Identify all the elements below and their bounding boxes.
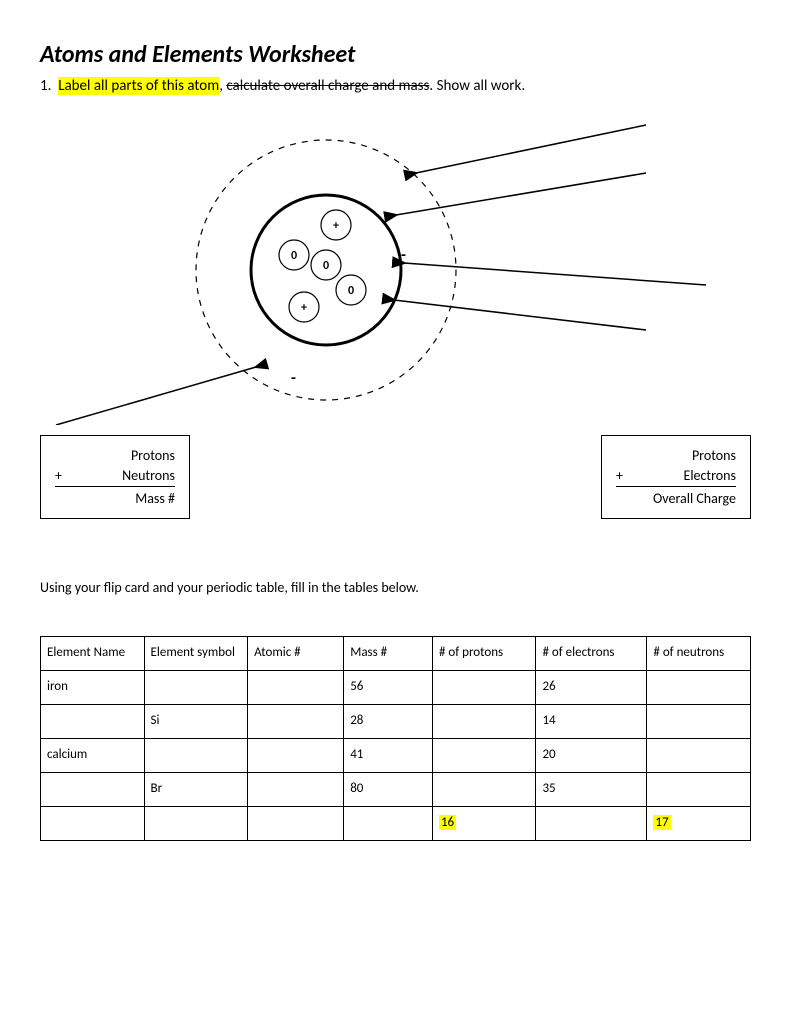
col-header: # of electrons [536,637,647,671]
svg-text:0: 0 [290,249,296,263]
charge-box-protons: Protons [616,444,736,467]
mass-box: Protons + Neutrons Mass # [40,435,190,519]
table-cell: 17 [647,807,751,841]
plus-sign: + [55,467,75,484]
table-cell [432,773,536,807]
atom-diagram: +0 0 0 + - - [46,115,746,425]
q1-tail: . Show all work. [429,77,525,95]
table-cell [248,739,344,773]
table-cell [647,671,751,705]
instructions: Using your flip card and your periodic t… [40,579,751,596]
neutrons-label: Neutrons [122,467,175,484]
mass-box-neutrons: + Neutrons [55,467,175,487]
q1-number: 1. [40,77,51,95]
table-cell: calcium [41,739,145,773]
table-cell [248,773,344,807]
table-body: iron5626Si2814calcium4120Br80351617 [41,671,751,841]
svg-text:+: + [301,301,307,315]
table-cell: 14 [536,705,647,739]
col-header: # of protons [432,637,536,671]
charge-box-electrons: + Electrons [616,467,736,487]
table-row: Si 28 14 [41,705,751,739]
table-cell: 16 [432,807,536,841]
charge-box-result: Overall Charge [616,487,736,510]
table-row: Br 80 35 [41,773,751,807]
question-1: 1. Label all parts of this atom, calcula… [40,77,751,95]
mass-box-protons: Protons [55,444,175,467]
table-cell: Br [144,773,248,807]
table-row: calcium 41 20 [41,739,751,773]
elements-table: Element NameElement symbolAtomic #Mass #… [40,636,751,841]
table-header-row: Element NameElement symbolAtomic #Mass #… [41,637,751,671]
svg-text:-: - [401,246,406,265]
col-header: Atomic # [248,637,344,671]
q1-strike: calculate overall charge and mass [226,77,429,95]
table-cell: iron [41,671,145,705]
table-cell [248,671,344,705]
col-header: # of neutrons [647,637,751,671]
table-cell [647,705,751,739]
mass-box-result: Mass # [55,487,175,510]
table-cell [536,807,647,841]
table-cell [647,739,751,773]
table-cell: 35 [536,773,647,807]
svg-text:0: 0 [347,284,353,298]
table-cell [647,773,751,807]
q1-highlight: Label all parts of this atom [58,77,219,95]
table-cell [432,739,536,773]
table-cell: Si [144,705,248,739]
table-cell [41,705,145,739]
table-cell [344,807,433,841]
col-header: Element Name [41,637,145,671]
table-cell: 80 [344,773,433,807]
table-cell [144,739,248,773]
table-row: 1617 [41,807,751,841]
table-cell [144,807,248,841]
page-title: Atoms and Elements Worksheet [40,40,751,69]
table-cell: 56 [344,671,433,705]
svg-text:+: + [333,219,339,233]
table-cell [248,807,344,841]
table-cell [144,671,248,705]
table-cell [41,807,145,841]
col-header: Element symbol [144,637,248,671]
table-cell: 20 [536,739,647,773]
charge-box: Protons + Electrons Overall Charge [601,435,751,519]
table-cell [248,705,344,739]
electrons-label: Electrons [684,467,737,484]
plus-sign: + [616,467,636,484]
table-cell: 41 [344,739,433,773]
table-cell [432,671,536,705]
info-boxes: Protons + Neutrons Mass # Protons + Elec… [40,435,751,519]
table-cell [41,773,145,807]
col-header: Mass # [344,637,433,671]
table-row: iron 56 26 [41,671,751,705]
svg-text:0: 0 [322,259,328,273]
table-cell [432,705,536,739]
svg-text:-: - [291,369,296,388]
table-cell: 26 [536,671,647,705]
table-cell: 28 [344,705,433,739]
